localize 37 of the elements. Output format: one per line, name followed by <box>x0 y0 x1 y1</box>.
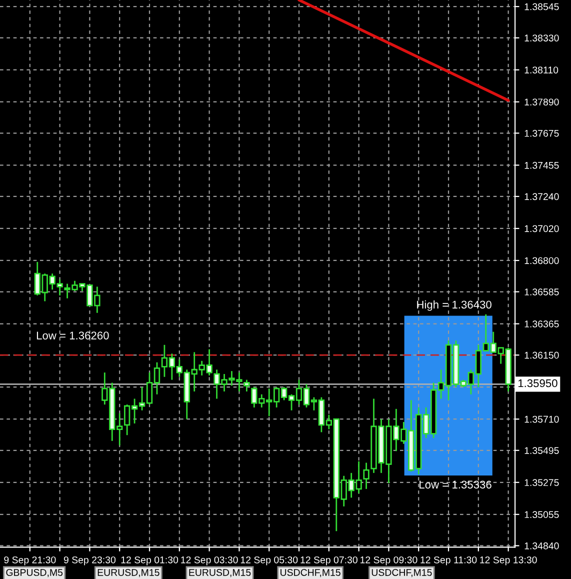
x-tick-label: 12 Sep 09:30 <box>360 556 418 566</box>
y-tick-label: 1.36150 <box>524 352 559 359</box>
x-tick-label: 9 Sep 23:30 <box>64 556 116 566</box>
y-tick-label: 1.35710 <box>524 416 559 423</box>
text: USDCHF,M15 <box>280 569 340 578</box>
x-tick-label: 12 Sep 11:30 <box>420 556 477 566</box>
x-tick-label: 12 Sep 01:30 <box>121 556 178 566</box>
y-tick-label: 1.36585 <box>524 288 559 296</box>
candlestick <box>244 379 250 392</box>
y-tick-label: 1.37455 <box>524 162 559 169</box>
x-tick-label: 12 Sep 13:30 <box>480 556 537 566</box>
y-tick-label: 1.36365 <box>524 320 559 328</box>
text: GBPUSD,M5 <box>6 569 63 578</box>
text: USDCHF,M15 <box>372 569 432 578</box>
y-tick-label: 1.37240 <box>524 193 559 200</box>
y-tick-label: 1.35055 <box>524 511 559 518</box>
text: EURUSD,M15 <box>189 569 251 578</box>
x-tick-label: 12 Sep 03:30 <box>181 556 238 566</box>
text: EURUSD,M15 <box>98 569 160 578</box>
annotation: Low = 1.36260 <box>36 332 109 340</box>
y-tick-label: 1.38110 <box>524 66 558 74</box>
y-tick-label: 1.35495 <box>524 447 559 454</box>
annotation: Low = 1.35336 <box>420 480 492 489</box>
y-tick-label: 1.37675 <box>524 130 559 137</box>
y-tick-label: 1.38330 <box>524 34 559 42</box>
y-tick-label: 1.37890 <box>524 98 559 106</box>
candlestick <box>363 462 370 490</box>
x-tick-label: 12 Sep 05:30 <box>240 556 298 566</box>
ref-line-label: 1.35950 <box>518 379 558 388</box>
y-tick-label: 1.38545 <box>524 3 559 10</box>
y-tick-label: 1.34840 <box>524 542 559 550</box>
annotation: High = 1.36430 <box>417 300 492 311</box>
y-tick-label: 1.35275 <box>524 479 559 486</box>
x-tick-label: 12 Sep 07:30 <box>300 556 358 566</box>
y-tick-label: 1.37020 <box>524 225 559 232</box>
y-tick-label: 1.36800 <box>524 257 559 264</box>
x-tick-label: 9 Sep 21:30 <box>4 556 56 566</box>
